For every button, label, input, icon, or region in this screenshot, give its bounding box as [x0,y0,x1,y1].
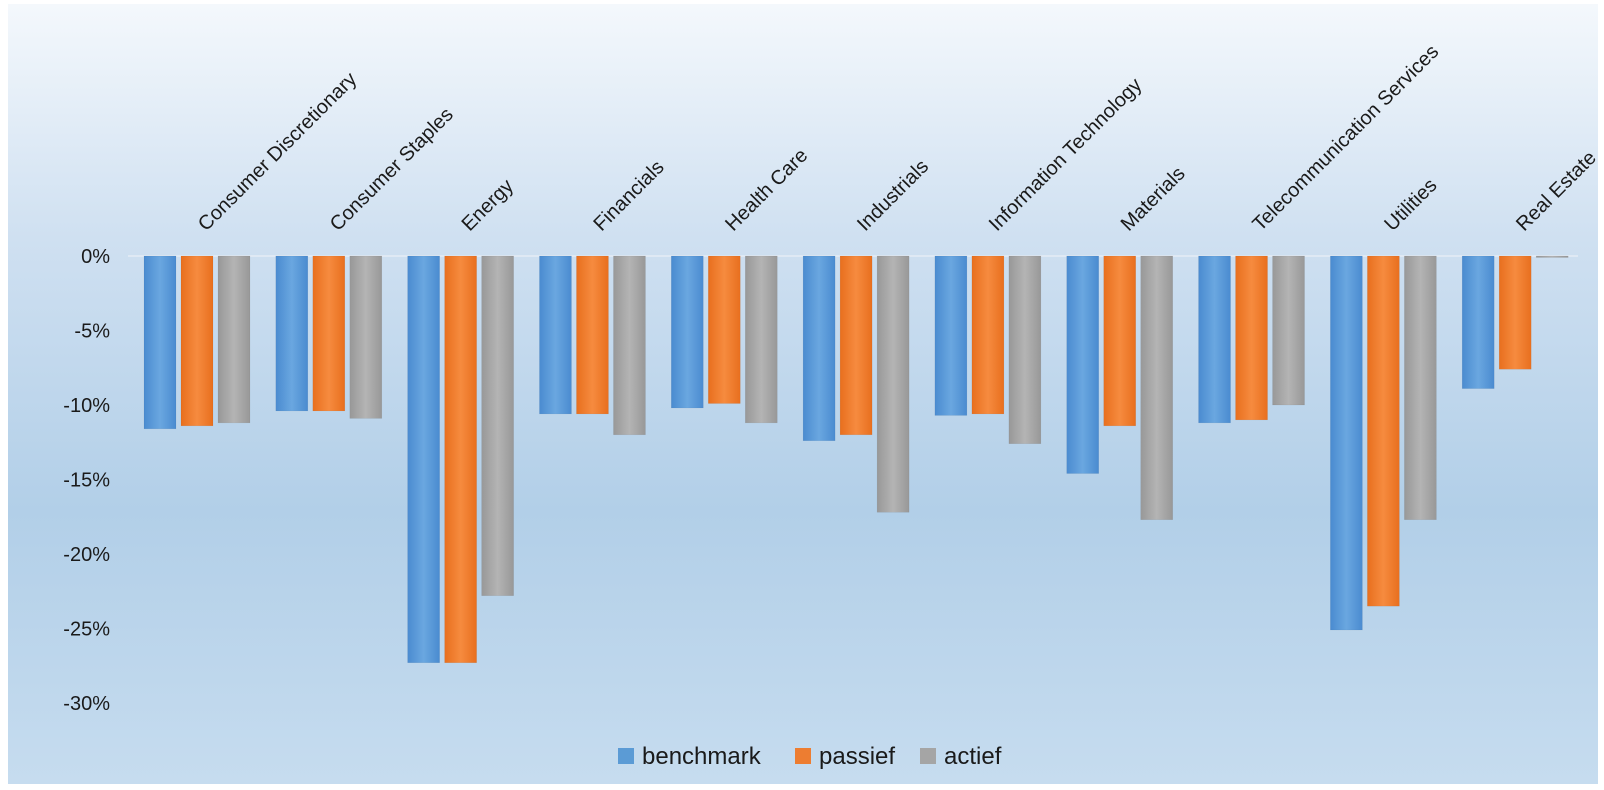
legend-swatch-actief [920,748,936,764]
legend: benchmark passief actief [618,743,1002,770]
bar-passief [444,255,477,664]
legend-label: actief [944,743,1002,770]
bar-actief [1140,255,1173,520]
bar-benchmark [934,255,968,416]
bar-benchmark [671,255,704,409]
legend-swatch-benchmark [618,748,634,764]
bar-benchmark [802,255,836,442]
bar-actief [217,255,251,424]
y-tick-label: -30% [63,693,110,715]
bar-benchmark [539,255,572,415]
bar-actief [1272,255,1305,406]
bar-benchmark [1330,255,1363,631]
bar-passief [1103,255,1136,427]
bar-passief [312,255,346,412]
bar-passief [971,255,1005,415]
y-tick-label: -5% [74,321,110,343]
bar-passief [839,255,873,436]
bar-actief [1008,255,1042,444]
bar-actief [613,255,646,436]
bar-actief [349,255,383,419]
y-tick-label: 0% [81,246,110,268]
y-tick-label: -15% [63,470,110,492]
y-tick-label: -20% [63,544,110,566]
bar-passief [708,255,741,404]
bar-benchmark [1066,255,1099,474]
bar-passief [576,255,609,415]
bar-actief [1535,255,1569,258]
legend-label: passief [819,743,895,770]
y-tick-label: -25% [63,619,110,641]
legend-swatch-passief [795,748,811,764]
bar-actief [876,255,910,513]
legend-label: benchmark [642,743,762,770]
bar-actief [745,255,778,424]
bar-benchmark [1461,255,1495,389]
bar-passief [1367,255,1400,607]
y-tick-label: -10% [63,395,110,417]
bar-passief [1235,255,1268,421]
bar-actief [1404,255,1437,520]
bar-benchmark [275,255,309,412]
bar-benchmark [1198,255,1231,424]
bar-passief [1498,255,1532,370]
bars-layer [143,255,1569,664]
bar-passief [180,255,214,427]
bar-actief [481,255,514,596]
bar-benchmark [407,255,440,664]
bar-benchmark [143,255,177,430]
